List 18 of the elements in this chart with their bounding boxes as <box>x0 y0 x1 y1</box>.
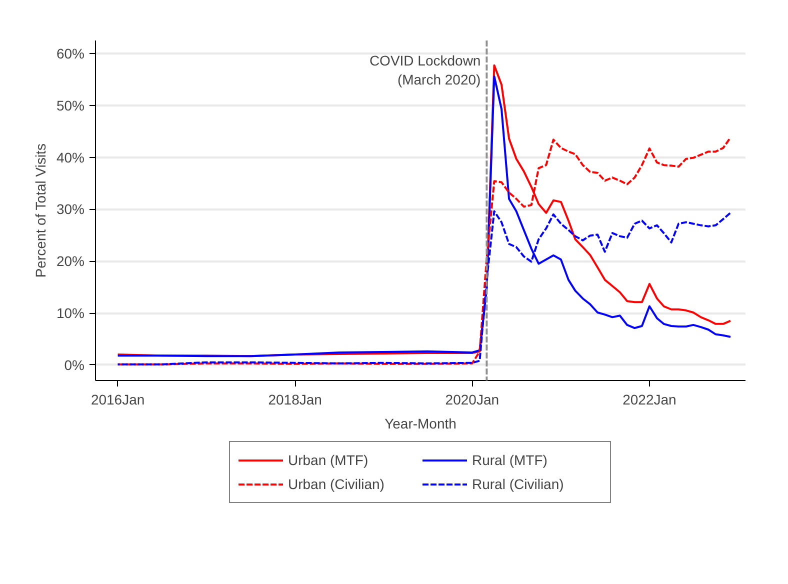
legend-label: Urban (MTF) <box>288 452 370 468</box>
y-tick-label: 30% <box>56 201 85 218</box>
y-tick-label: 0% <box>64 356 84 373</box>
legend-label: Rural (Civilian) <box>472 476 565 492</box>
y-axis-title: Percent of Total Visits <box>32 144 48 278</box>
legend-label: Rural (MTF) <box>472 452 548 468</box>
y-tick-label: 40% <box>56 149 85 166</box>
x-tick-label: 2020Jan <box>445 392 500 408</box>
x-tick-label: 2016Jan <box>90 392 145 408</box>
y-tick-label: 10% <box>56 305 85 322</box>
legend-label: Urban (Civilian) <box>288 476 386 492</box>
y-tick-label: 20% <box>56 253 85 270</box>
y-tick-label: 50% <box>56 97 85 114</box>
x-tick-label: 2018Jan <box>268 392 322 408</box>
ref-line-label: COVID Lockdown (March 2020) <box>369 52 481 88</box>
x-tick-label: 2022Jan <box>622 392 676 408</box>
x-axis-title: Year-Month <box>384 416 456 432</box>
y-tick-label: 60% <box>56 45 85 62</box>
